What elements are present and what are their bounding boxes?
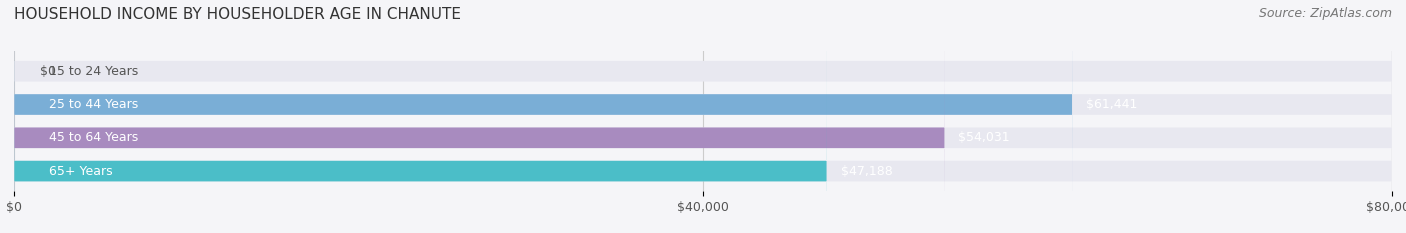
Text: Source: ZipAtlas.com: Source: ZipAtlas.com <box>1258 7 1392 20</box>
Text: $54,031: $54,031 <box>959 131 1010 144</box>
Text: 25 to 44 Years: 25 to 44 Years <box>48 98 138 111</box>
Text: $47,188: $47,188 <box>841 164 893 178</box>
Text: $0: $0 <box>39 65 56 78</box>
Text: $61,441: $61,441 <box>1085 98 1137 111</box>
Text: HOUSEHOLD INCOME BY HOUSEHOLDER AGE IN CHANUTE: HOUSEHOLD INCOME BY HOUSEHOLDER AGE IN C… <box>14 7 461 22</box>
FancyBboxPatch shape <box>14 0 1073 233</box>
Text: 65+ Years: 65+ Years <box>48 164 112 178</box>
Text: 45 to 64 Years: 45 to 64 Years <box>48 131 138 144</box>
FancyBboxPatch shape <box>14 0 1392 233</box>
FancyBboxPatch shape <box>14 0 945 233</box>
Text: 15 to 24 Years: 15 to 24 Years <box>48 65 138 78</box>
FancyBboxPatch shape <box>14 0 1392 233</box>
FancyBboxPatch shape <box>14 0 827 233</box>
FancyBboxPatch shape <box>14 0 1392 233</box>
FancyBboxPatch shape <box>14 0 1392 233</box>
